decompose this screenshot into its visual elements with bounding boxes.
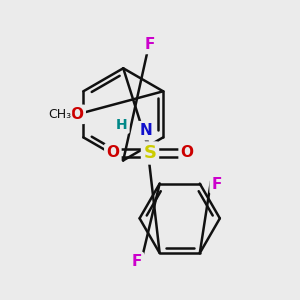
Text: CH₃: CH₃ [48,108,71,121]
Text: O: O [181,146,194,160]
Text: F: F [145,37,155,52]
Text: S: S [143,144,157,162]
Text: H: H [116,118,128,132]
Text: O: O [106,146,119,160]
Text: O: O [71,107,84,122]
Text: F: F [212,177,222,192]
Text: N: N [139,123,152,138]
Text: F: F [131,254,142,269]
